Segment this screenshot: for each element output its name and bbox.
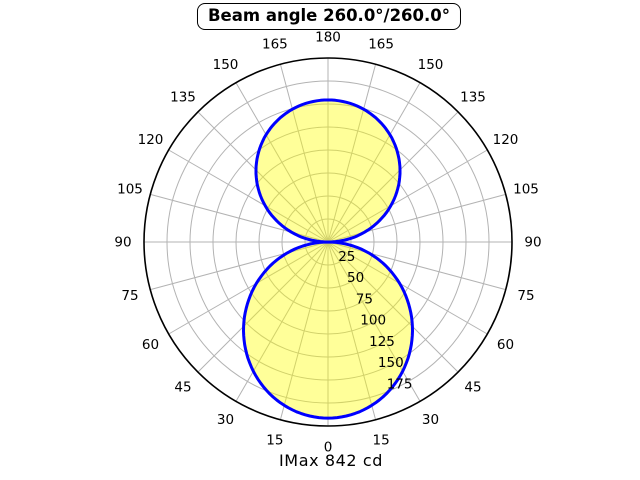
r-grid-ring (212, 126, 444, 358)
theta-tick-label: 15 (373, 433, 390, 449)
imax-label: IMax 842 cd (278, 451, 384, 470)
chart-title-box: Beam angle 260.0°/260.0° (196, 3, 462, 30)
theta-tick-label: 135 (460, 90, 486, 106)
beam-curve (242, 98, 414, 420)
theta-tick-label: 60 (497, 337, 514, 353)
chart-title: Beam angle 260.0°/260.0° (207, 6, 451, 25)
theta-tick-label: 90 (524, 235, 541, 251)
r-grid-ring (189, 103, 467, 381)
theta-tick-label: 30 (422, 412, 439, 428)
r-tick-label: 175 (387, 376, 413, 392)
theta-tick-label: 0 (324, 440, 333, 456)
r-tick-label: 150 (378, 355, 404, 371)
r-tick-label: 100 (360, 313, 386, 329)
theta-tick-label: 150 (213, 57, 239, 73)
theta-tick-label: 165 (368, 37, 394, 53)
theta-tick-label: 105 (117, 182, 143, 198)
theta-tick-label: 135 (170, 90, 196, 106)
polar-outer-circle (143, 57, 513, 427)
theta-tick-label: 150 (418, 57, 444, 73)
theta-tick-label: 60 (142, 337, 159, 353)
theta-tick-label: 180 (315, 30, 341, 46)
theta-tick-label: 165 (262, 37, 288, 53)
r-tick-label: 25 (338, 249, 355, 265)
theta-tick-label: 30 (217, 412, 234, 428)
r-tick-label: 75 (356, 291, 373, 307)
r-grid-ring (258, 172, 398, 312)
r-tick-label: 125 (369, 334, 395, 350)
theta-tick-label: 90 (114, 235, 131, 251)
r-tick-label: 50 (347, 270, 364, 286)
theta-tick-label: 75 (517, 288, 534, 304)
theta-tick-label: 75 (121, 288, 138, 304)
theta-tick-label: 120 (493, 132, 519, 148)
r-grid-ring (166, 80, 490, 404)
r-grid-ring (235, 149, 421, 335)
theta-tick-label: 105 (513, 182, 539, 198)
beam-fill (243, 100, 413, 419)
theta-tick-label: 15 (266, 433, 283, 449)
theta-tick-label: 45 (174, 380, 191, 396)
theta-tick-label: 45 (464, 380, 481, 396)
r-grid-ring (281, 195, 375, 289)
r-grid-ring (304, 218, 352, 266)
theta-tick-label: 120 (138, 132, 164, 148)
